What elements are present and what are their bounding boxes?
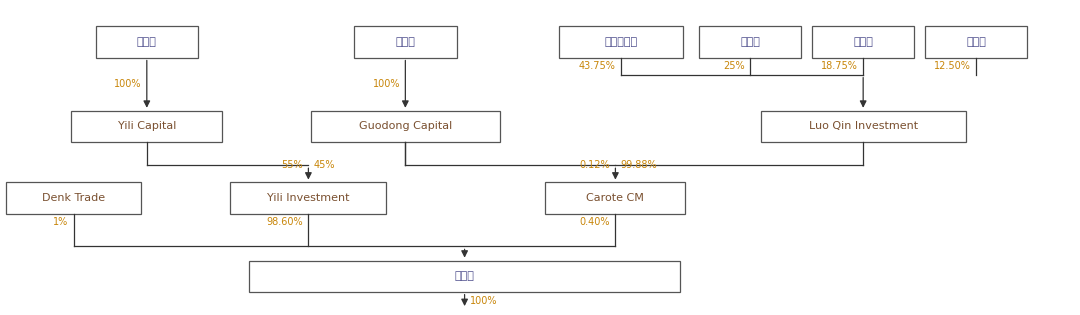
Text: 43.75%: 43.75%	[579, 61, 616, 71]
Text: Luo Qin Investment: Luo Qin Investment	[809, 121, 918, 131]
Bar	[926, 26, 1027, 58]
Text: Guodong Capital: Guodong Capital	[359, 121, 451, 131]
Text: 张金才先生: 张金才先生	[604, 37, 637, 47]
Text: 本公司: 本公司	[455, 271, 474, 281]
Bar	[249, 261, 680, 292]
Bar	[354, 26, 457, 58]
Text: 0.12%: 0.12%	[579, 160, 610, 170]
Text: 100%: 100%	[470, 296, 498, 306]
Text: 45%: 45%	[314, 160, 335, 170]
Bar	[96, 26, 198, 58]
Text: 100%: 100%	[373, 79, 400, 89]
Text: 孟女士: 孟女士	[740, 37, 760, 47]
Text: 55%: 55%	[282, 160, 303, 170]
Text: 12.50%: 12.50%	[934, 61, 971, 71]
Bar	[812, 26, 915, 58]
Bar	[699, 26, 801, 58]
Text: 99.88%: 99.88%	[621, 160, 658, 170]
Bar	[545, 182, 686, 214]
Text: 1%: 1%	[53, 217, 68, 227]
Text: 0.40%: 0.40%	[580, 217, 610, 227]
Bar	[558, 26, 683, 58]
Text: Carote CM: Carote CM	[586, 193, 645, 203]
Bar	[760, 111, 966, 142]
Text: 夏先生: 夏先生	[853, 37, 873, 47]
Text: 98.60%: 98.60%	[267, 217, 303, 227]
Text: 100%: 100%	[113, 79, 141, 89]
Text: 吕女士: 吕女士	[137, 37, 157, 47]
Bar	[71, 111, 222, 142]
Text: 18.75%: 18.75%	[821, 61, 858, 71]
Text: Yili Capital: Yili Capital	[118, 121, 176, 131]
Text: 25%: 25%	[723, 61, 745, 71]
Bar	[230, 182, 387, 214]
Text: Yili Investment: Yili Investment	[267, 193, 350, 203]
Text: 章先生: 章先生	[395, 37, 416, 47]
Text: 薛女士: 薛女士	[967, 37, 986, 47]
Bar	[311, 111, 500, 142]
Bar	[6, 182, 140, 214]
Text: Denk Trade: Denk Trade	[42, 193, 105, 203]
